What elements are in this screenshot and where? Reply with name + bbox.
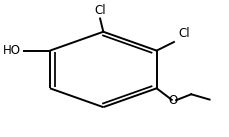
Text: HO: HO [3,44,21,57]
Text: Cl: Cl [177,27,189,40]
Text: O: O [167,94,177,107]
Text: Cl: Cl [94,4,105,17]
